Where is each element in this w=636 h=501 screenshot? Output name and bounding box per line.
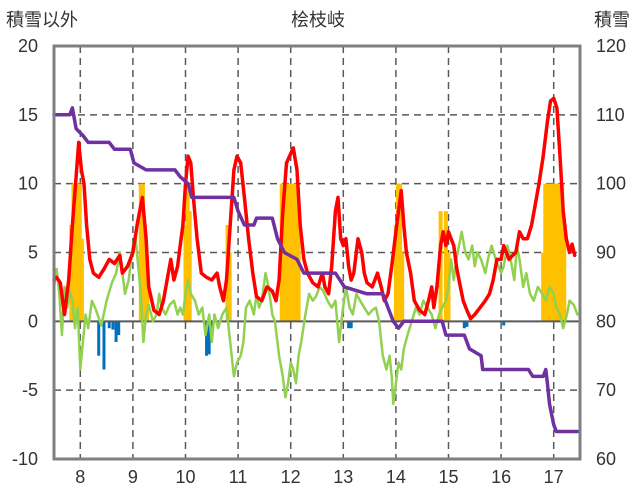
precip-bar — [227, 252, 232, 322]
precip-bar — [545, 183, 550, 322]
x-tick-label: 17 — [544, 467, 564, 487]
right-tick-label: 90 — [596, 243, 616, 263]
precip-bar — [71, 183, 76, 322]
snow-depth-line — [52, 106, 580, 434]
precip-bar — [286, 183, 291, 322]
precip-bar — [294, 183, 299, 322]
x-tick-label: 8 — [75, 467, 85, 487]
left-tick-label: 0 — [28, 311, 38, 331]
precip-bar — [558, 183, 563, 322]
x-tick-label: 9 — [128, 467, 138, 487]
plot-frame — [52, 44, 582, 461]
right-axis-ticks: 120 110 100 90 80 70 60 — [596, 36, 626, 469]
precip-bar — [560, 183, 565, 322]
negative-bar — [210, 321, 214, 333]
right-tick-label: 60 — [596, 449, 616, 469]
precip-bar — [292, 183, 297, 322]
left-tick-label: 15 — [18, 105, 38, 125]
precip-bar — [142, 224, 147, 322]
precip-bar — [400, 252, 405, 322]
left-tick-label: -5 — [22, 380, 38, 400]
precip-bar — [562, 224, 567, 322]
right-axis-label: 積雪 — [594, 10, 630, 31]
precip-bar — [543, 183, 548, 322]
negative-bar — [465, 321, 469, 327]
precip-bar — [288, 183, 293, 322]
precip-bar — [138, 183, 143, 322]
precip-bar — [183, 224, 188, 322]
negative-bar — [502, 321, 506, 326]
precip-bar — [77, 183, 82, 322]
negative-bar — [111, 321, 115, 330]
precip-bar — [187, 211, 192, 322]
precip-bar — [145, 280, 150, 322]
right-tick-label: 120 — [596, 36, 626, 56]
precip-bar — [398, 183, 403, 322]
precip-bar — [553, 183, 558, 322]
precip-bar — [185, 183, 190, 322]
left-tick-label: 20 — [18, 36, 38, 56]
x-tick-label: 13 — [333, 467, 353, 487]
negative-bar — [207, 321, 211, 355]
precip-bar — [69, 224, 74, 322]
right-tick-label: 80 — [596, 311, 616, 331]
precip-bar — [438, 211, 443, 322]
precip-bar — [296, 224, 301, 322]
left-tick-label: -10 — [12, 449, 38, 469]
x-axis-ticks: 8 9 10 11 12 13 14 15 16 17 — [75, 467, 563, 487]
precip-bar — [549, 183, 554, 322]
precip-bar — [75, 183, 80, 322]
x-tick-label: 10 — [175, 467, 195, 487]
x-tick-label: 14 — [386, 467, 406, 487]
x-tick-label: 11 — [229, 467, 248, 487]
left-axis-label: 積雪以外 — [6, 10, 78, 31]
precip-bar — [547, 183, 552, 322]
precip-bar — [555, 183, 560, 322]
negative-bar — [349, 321, 353, 329]
left-tick-label: 10 — [18, 174, 38, 194]
left-tick-label: 5 — [28, 243, 38, 263]
negative-bar — [117, 321, 121, 336]
right-tick-label: 110 — [596, 105, 625, 125]
negative-bar — [107, 321, 111, 329]
negative-bar — [97, 321, 101, 356]
series-lines — [52, 96, 580, 434]
precip-bar — [393, 224, 398, 322]
x-tick-label: 12 — [281, 467, 301, 487]
precip-bar — [79, 238, 84, 322]
right-tick-label: 70 — [596, 380, 616, 400]
precip-bar — [541, 252, 546, 322]
negative-bar — [114, 321, 118, 342]
negative-bar — [102, 321, 106, 370]
chart-title: 桧枝岐 — [291, 10, 345, 31]
precip-bar — [140, 183, 145, 322]
green-line — [52, 230, 579, 406]
negative-bar — [347, 321, 351, 329]
precip-bar — [443, 211, 448, 322]
precip-bar — [551, 183, 556, 322]
precip-bar — [396, 183, 401, 322]
negative-bar — [462, 321, 466, 329]
negative-bar — [205, 321, 209, 356]
left-axis-ticks: 20 15 10 5 0 -5 -10 — [12, 36, 38, 469]
x-tick-label: 15 — [438, 467, 458, 487]
x-tick-label: 16 — [491, 467, 511, 487]
precip-bar — [290, 183, 295, 322]
right-tick-label: 100 — [596, 174, 626, 194]
temperature-line — [52, 96, 577, 321]
precip-bar — [73, 183, 78, 322]
